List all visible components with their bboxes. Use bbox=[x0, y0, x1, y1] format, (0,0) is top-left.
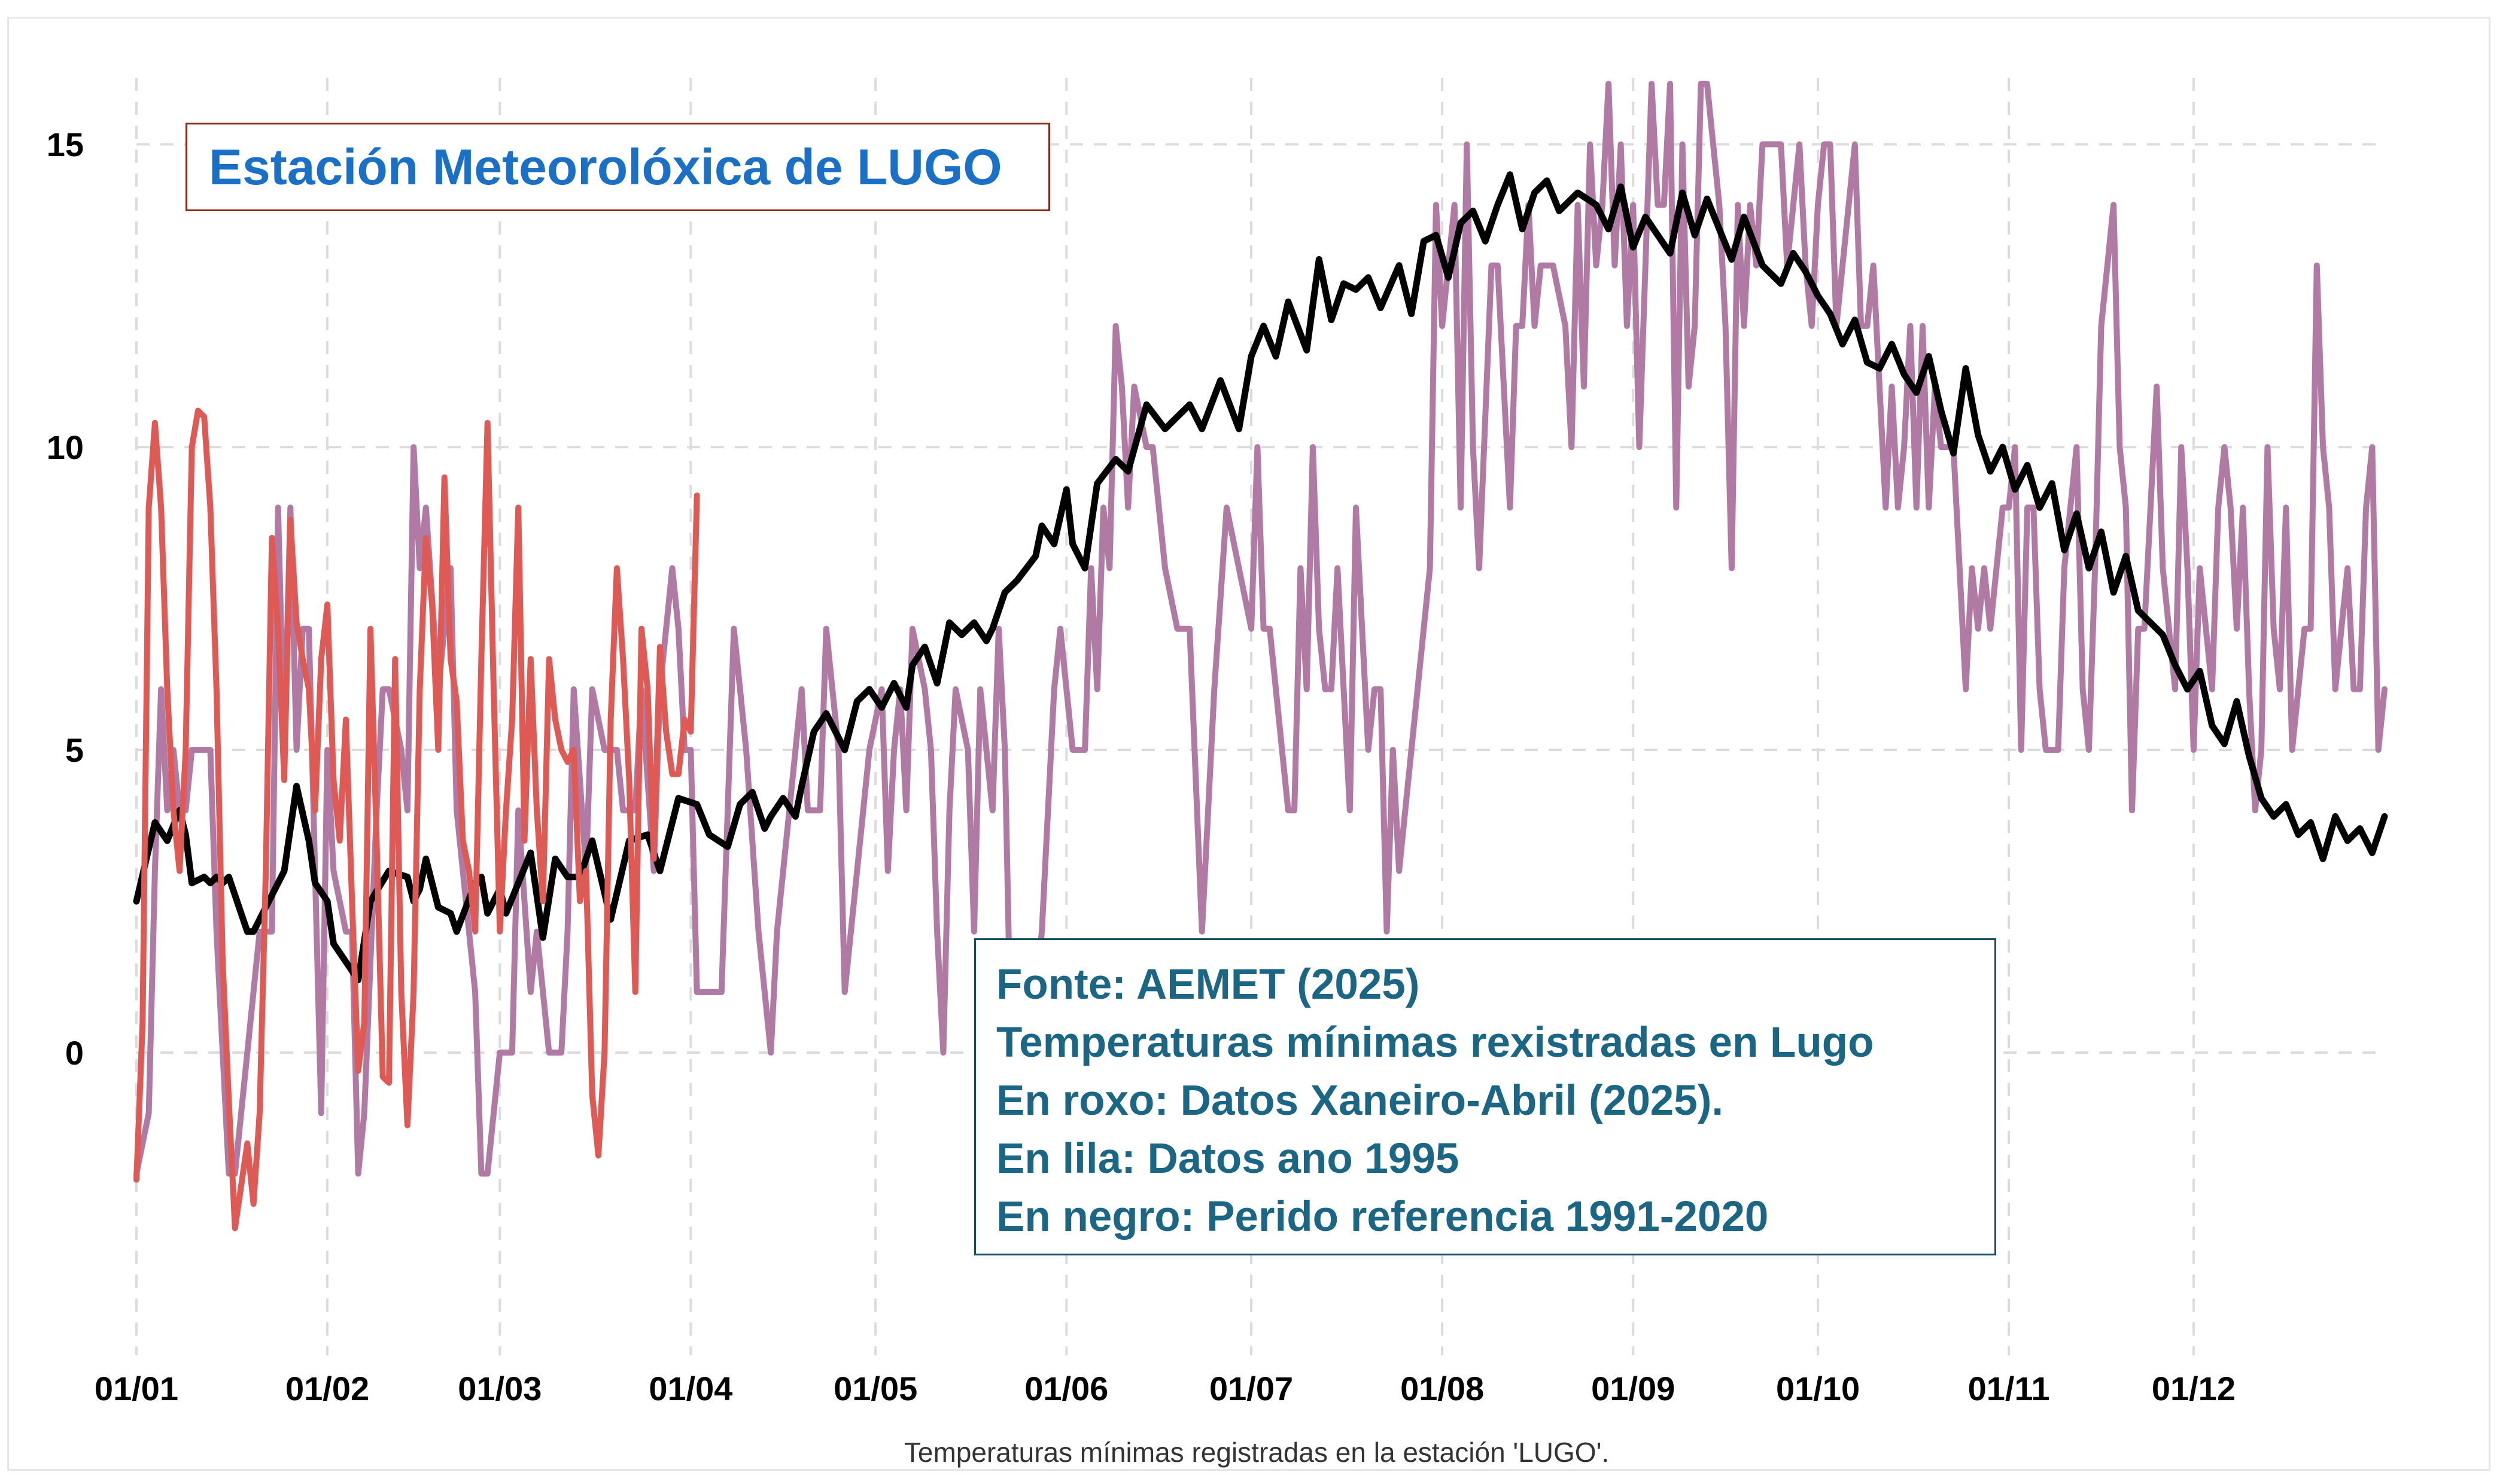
info-line-source: Fonte: AEMET (2025) bbox=[996, 961, 1420, 1008]
chart-title-box: Estación Meteorolóxica de LUGO bbox=[185, 123, 1050, 211]
x-tick-label: 01/06 bbox=[1024, 1370, 1108, 1407]
x-tick-label: 01/03 bbox=[458, 1370, 542, 1407]
info-line-reference: En negro: Perido referencia 1991-2020 bbox=[996, 1193, 1769, 1240]
y-tick-label: 10 bbox=[47, 428, 84, 466]
x-tick-label: 01/01 bbox=[95, 1370, 178, 1407]
x-tick-label: 01/10 bbox=[1776, 1370, 1860, 1407]
chart-caption: Temperaturas mínimas registradas en la e… bbox=[904, 1437, 1609, 1468]
series-line-reference-1991-2020 bbox=[133, 171, 2388, 984]
tick-layer: 01/01 01/02 01/03 01/04 01/05 01/06 01/07 01/08… bbox=[47, 126, 2236, 1407]
series-layer bbox=[133, 81, 2388, 1231]
info-box: Fonte: AEMET (2025) Temperaturas mínimas… bbox=[974, 938, 1996, 1255]
x-tick-label: 01/04 bbox=[649, 1370, 732, 1407]
x-tick-label: 01/08 bbox=[1400, 1370, 1484, 1407]
y-tick-label: 5 bbox=[65, 731, 84, 769]
x-tick-label: 01/07 bbox=[1209, 1370, 1293, 1407]
info-line-2025: En roxo: Datos Xaneiro-Abril (2025). bbox=[996, 1077, 1724, 1124]
x-tick-label: 01/12 bbox=[2152, 1370, 2236, 1407]
x-tick-label: 01/11 bbox=[1968, 1370, 2050, 1407]
y-tick-label: 15 bbox=[47, 126, 84, 163]
x-tick-label: 01/05 bbox=[834, 1370, 917, 1407]
chart-title: Estación Meteorolóxica de LUGO bbox=[209, 138, 1002, 195]
info-line-description: Temperaturas mínimas rexistradas en Lugo bbox=[996, 1019, 1874, 1066]
x-tick-label: 01/09 bbox=[1591, 1370, 1675, 1407]
series-line-1995 bbox=[133, 81, 2388, 1177]
series-line-2025 bbox=[133, 408, 700, 1231]
y-tick-label: 0 bbox=[65, 1034, 84, 1072]
info-line-1995: En lila: Datos ano 1995 bbox=[996, 1135, 1459, 1182]
x-tick-label: 01/02 bbox=[285, 1370, 369, 1407]
